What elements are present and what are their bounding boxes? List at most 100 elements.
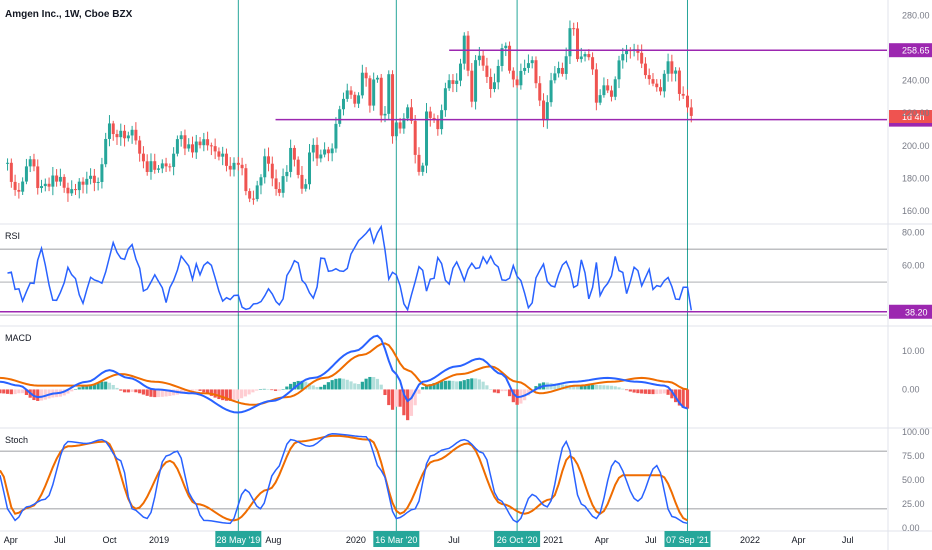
- candle-body: [677, 70, 681, 94]
- macd-histogram-bar: [383, 389, 387, 396]
- price-candle: [681, 86, 685, 99]
- price-candle: [591, 52, 595, 75]
- time-axis-label: Apr: [595, 535, 609, 545]
- time-axis-label: Jul: [54, 535, 66, 545]
- candle-body: [119, 130, 123, 138]
- macd-histogram-bar: [583, 385, 587, 390]
- macd-histogram-bar: [406, 389, 410, 421]
- candle-body: [198, 141, 202, 146]
- price-candle: [360, 64, 364, 99]
- macd-histogram-bar: [670, 389, 674, 399]
- candle-body: [341, 98, 345, 110]
- price-candle: [134, 122, 138, 145]
- price-candle: [587, 49, 591, 61]
- price-axis-tick: 240.00: [902, 76, 930, 86]
- price-candle: [232, 157, 236, 177]
- price-candle: [202, 132, 206, 152]
- stoch-axis-tick: 25.00: [902, 499, 925, 509]
- macd-histogram-bar: [251, 389, 255, 393]
- time-marker-tag: [494, 531, 541, 547]
- candle-body: [545, 102, 549, 121]
- macd-histogram-bar: [202, 389, 206, 393]
- price-pane-title: Amgen Inc., 1W, Cboe BZX: [5, 9, 133, 20]
- macd-histogram-bar: [557, 384, 561, 390]
- price-candle: [17, 182, 21, 199]
- price-candle: [326, 146, 330, 162]
- candle-body: [47, 183, 51, 187]
- macd-histogram-bar: [477, 379, 481, 390]
- price-candle: [32, 153, 36, 172]
- price-candle: [606, 78, 610, 94]
- price-candle: [511, 67, 515, 88]
- candle-body: [281, 176, 285, 193]
- candle-body: [6, 162, 10, 164]
- price-candle: [636, 44, 640, 61]
- price-candle: [674, 67, 678, 82]
- macd-histogram-bar: [164, 389, 168, 397]
- macd-histogram-bar: [413, 389, 417, 406]
- price-candle: [179, 131, 183, 147]
- price-axis-tick: 200.00: [902, 141, 930, 151]
- macd-histogram-bar: [473, 378, 478, 390]
- candle-body: [267, 156, 271, 164]
- candle-body: [409, 107, 413, 121]
- candle-body: [138, 140, 142, 154]
- macd-histogram-bar: [553, 383, 557, 390]
- candle-body: [481, 55, 485, 66]
- candle-body: [594, 69, 598, 103]
- candle-body: [591, 57, 595, 70]
- candle-body: [248, 191, 252, 199]
- macd-histogram-bar: [262, 388, 266, 390]
- price-candle: [402, 113, 406, 134]
- candle-body: [379, 77, 383, 116]
- time-marker-tag: [664, 531, 711, 547]
- price-candle: [157, 164, 161, 173]
- macd-histogram-bar: [349, 381, 353, 390]
- price-candle: [492, 73, 496, 93]
- macd-histogram-bar: [655, 389, 659, 395]
- candle-body: [323, 149, 327, 155]
- macd-histogram-bar: [496, 389, 500, 394]
- candle-body: [345, 90, 349, 99]
- candle-body: [375, 77, 379, 80]
- price-candle: [519, 63, 523, 90]
- price-candle: [164, 157, 168, 173]
- macd-histogram-bar: [141, 389, 146, 395]
- macd-histogram-bar: [138, 389, 142, 394]
- macd-histogram-bar: [115, 387, 119, 390]
- candle-body: [104, 138, 108, 165]
- candle-body: [240, 164, 244, 169]
- price-candle: [85, 171, 89, 194]
- candle-body: [89, 175, 93, 179]
- stoch-k-line: [0, 433, 688, 525]
- price-axis-tick: 180.00: [902, 173, 930, 183]
- price-candle: [625, 44, 629, 63]
- macd-histogram-bar: [387, 389, 391, 406]
- candle-body: [530, 60, 534, 64]
- price-candle: [598, 89, 602, 106]
- price-candle: [304, 178, 308, 192]
- macd-histogram-bar: [602, 385, 606, 390]
- macd-histogram-bar: [372, 377, 376, 390]
- macd-histogram-bar: [458, 381, 463, 390]
- candle-body: [32, 159, 36, 167]
- time-axis-label: 2022: [740, 535, 760, 545]
- macd-histogram-bar: [390, 389, 395, 410]
- candle-body: [175, 139, 179, 154]
- macd-histogram-bar: [440, 381, 444, 390]
- candle-body: [659, 87, 663, 92]
- price-candle: [670, 54, 674, 82]
- macd-histogram-bar: [168, 389, 172, 396]
- macd-histogram-bar: [587, 384, 591, 390]
- candle-body: [364, 72, 368, 79]
- macd-histogram-bar: [398, 389, 402, 407]
- price-candle: [270, 156, 274, 187]
- price-candle: [221, 146, 225, 166]
- rsi-axis-tick: 80.00: [902, 228, 925, 238]
- macd-histogram-bar: [258, 389, 263, 390]
- macd-histogram-bar: [304, 381, 308, 390]
- macd-histogram-bar: [647, 389, 651, 395]
- macd-histogram-bar: [190, 389, 195, 391]
- macd-histogram-bar: [81, 386, 85, 390]
- price-candle: [474, 55, 478, 110]
